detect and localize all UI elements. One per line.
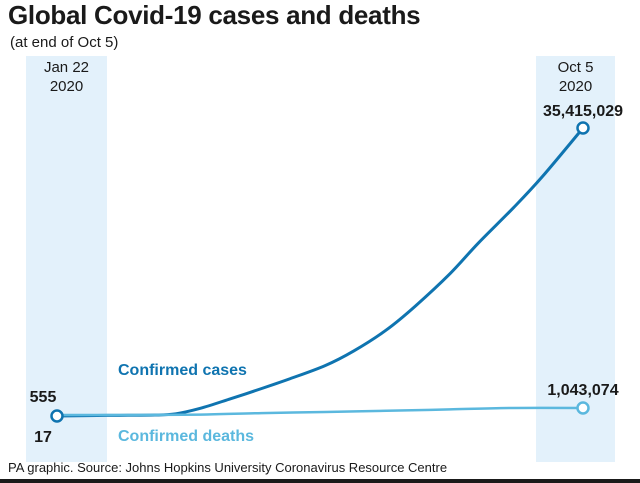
source-footer: PA graphic. Source: Johns Hopkins Univer… <box>8 460 448 475</box>
cases-end-value: 35,415,029 <box>543 103 623 120</box>
cases-end-point <box>576 121 590 135</box>
deaths-series-label: Confirmed deaths <box>118 428 254 445</box>
start-date-label: Jan 22 2020 <box>26 58 107 96</box>
end-date-line2: 2020 <box>558 78 593 95</box>
cases-start-value: 555 <box>30 389 57 406</box>
start-date-line2: 2020 <box>49 78 84 95</box>
start-date-line1: Jan 22 <box>43 59 90 76</box>
cases-series-label: Confirmed cases <box>118 362 247 379</box>
chart-subtitle: (at end of Oct 5) <box>10 34 119 51</box>
deaths-series-line <box>55 406 585 417</box>
end-date-band: Oct 5 2020 <box>536 56 615 462</box>
bottom-rule <box>0 479 640 483</box>
cases-start-point <box>50 409 64 423</box>
deaths-end-value: 1,043,074 <box>547 382 618 399</box>
end-date-label: Oct 5 2020 <box>536 58 615 96</box>
chart-title: Global Covid-19 cases and deaths <box>8 0 421 30</box>
start-date-band: Jan 22 2020 <box>26 56 107 462</box>
deaths-start-value: 17 <box>34 429 52 446</box>
deaths-end-point <box>576 401 590 415</box>
end-date-line1: Oct 5 <box>557 59 594 76</box>
